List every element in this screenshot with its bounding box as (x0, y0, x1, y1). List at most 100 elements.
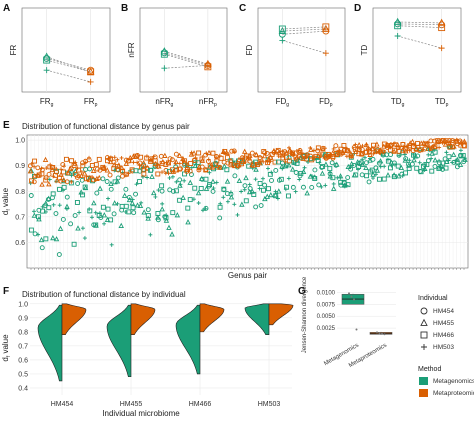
point-metagenomics (360, 157, 365, 162)
point-metagenomics (312, 176, 318, 181)
legend-swatch-metagenomics (419, 377, 428, 385)
legend-individual-hm455: HM455 (433, 320, 454, 327)
y-axis-label-sub: f (6, 355, 12, 357)
box-point (378, 332, 381, 335)
point-metaproteomics (188, 161, 194, 166)
point-metaproteomics (341, 150, 346, 155)
y-tick-label: 0.7 (15, 214, 25, 221)
point-g-hm503 (43, 67, 50, 74)
point-metagenomics (378, 164, 383, 169)
point-metagenomics (258, 203, 264, 208)
y-axis-label: df value (1, 334, 12, 362)
point-metagenomics (356, 167, 361, 172)
point-metagenomics (217, 215, 223, 221)
point-g-hm503 (161, 65, 168, 72)
point-metagenomics (100, 204, 106, 210)
point-metagenomics (286, 162, 292, 168)
point-metaproteomics (320, 146, 326, 152)
point-g-hm455 (278, 26, 287, 34)
point-metaproteomics (385, 143, 390, 148)
legend-circle-icon (420, 307, 428, 315)
point-metagenomics (330, 185, 337, 191)
point-metaproteomics (176, 152, 183, 158)
y-tick-label: 0.8 (18, 329, 28, 336)
point-metaproteomics (144, 164, 151, 171)
point-metagenomics (261, 187, 266, 193)
point-metagenomics (77, 210, 82, 215)
point-metagenomics (195, 190, 202, 196)
point-metagenomics (224, 178, 231, 184)
point-metagenomics (242, 183, 248, 189)
point-metagenomics (200, 208, 205, 213)
point-metaproteomics (112, 155, 117, 160)
point-metaproteomics (206, 149, 212, 156)
plot-frame (21, 7, 111, 93)
point-metagenomics (94, 190, 100, 196)
point-metagenomics (345, 182, 351, 188)
point-metaproteomics (32, 158, 38, 164)
point-metaproteomics (431, 144, 436, 149)
point-metagenomics (454, 159, 460, 165)
point-metaproteomics (133, 153, 139, 159)
point-metagenomics (210, 178, 216, 184)
point-metagenomics (462, 156, 468, 162)
panel-letter-e: E (3, 120, 10, 131)
x-tick-label: HM454 (51, 401, 74, 408)
panel-g: G 0.0025 0.0050 0.0075 0.0100 Jensen-Shannon … (298, 276, 396, 369)
point-metaproteomics (283, 159, 288, 164)
point-metaproteomics (173, 161, 178, 166)
y-tick-label: 0.9 (18, 315, 28, 322)
y-axis-label: Jensen-Shannon divergence (302, 276, 308, 353)
point-metaproteomics (169, 157, 175, 163)
point-metagenomics (137, 202, 144, 209)
point-metagenomics (207, 182, 213, 188)
connector-hm503 (164, 65, 208, 69)
point-metagenomics (178, 182, 183, 187)
x-tick-label-main: FR (84, 97, 95, 106)
x-tick-label: FRp (84, 97, 98, 108)
point-metaproteomics (94, 166, 100, 172)
y-axis-label-rest: value (1, 187, 10, 209)
point-metagenomics (75, 225, 81, 231)
point-metaproteomics (200, 155, 205, 160)
point-metagenomics (57, 186, 62, 192)
point-metaproteomics (283, 154, 289, 160)
point-metagenomics (348, 165, 353, 170)
legend: Individual HM454 HM455 HM466 HM503 Method Meta… (418, 295, 474, 397)
point-metagenomics (121, 192, 128, 198)
point-metagenomics (51, 202, 56, 207)
y-tick-label: 0.6 (18, 357, 28, 364)
point-metagenomics (203, 206, 208, 211)
point-metagenomics (139, 200, 144, 205)
y-tick-label: 0.0025 (317, 326, 336, 332)
point-metaproteomics (261, 153, 268, 159)
point-metaproteomics (308, 145, 313, 150)
point-metaproteomics (126, 171, 131, 176)
point-metagenomics (395, 163, 401, 169)
panel-f-title: Distribution of functional distance by i… (22, 290, 186, 299)
point-metagenomics (424, 162, 430, 168)
point-metagenomics (112, 179, 118, 185)
point-metaproteomics (264, 150, 270, 156)
point-g-hm503 (394, 33, 401, 39)
point-metagenomics (57, 203, 62, 208)
point-metaproteomics (83, 160, 88, 165)
point-metagenomics (57, 225, 64, 231)
point-metagenomics (269, 170, 274, 175)
point-metaproteomics (131, 160, 136, 165)
point-metagenomics (432, 157, 438, 163)
point-metagenomics (39, 245, 45, 251)
point-metagenomics (304, 190, 310, 196)
point-metaproteomics (268, 159, 273, 164)
point-metagenomics (426, 152, 431, 157)
point-metagenomics (155, 211, 161, 216)
point-metaproteomics (246, 156, 251, 161)
point-metagenomics (148, 167, 154, 173)
point-metagenomics (106, 196, 111, 201)
point-metagenomics (377, 158, 384, 164)
legend-method-metaproteomics: Metaproteomics (433, 390, 474, 397)
connector-hm454 (46, 58, 91, 71)
panel-letter-d: D (354, 3, 361, 14)
point-metagenomics (264, 193, 271, 199)
point-metagenomics (422, 168, 427, 173)
